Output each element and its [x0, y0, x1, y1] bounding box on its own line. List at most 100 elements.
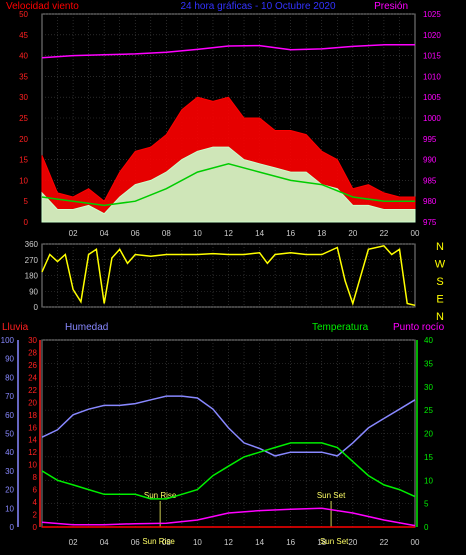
- x-tick-label: 00: [411, 229, 420, 238]
- y-left-tick-label: 0: [34, 303, 39, 312]
- y-temperature-tick-label: 35: [424, 359, 433, 368]
- x-tick-label: 08: [162, 538, 171, 547]
- x-tick-label: 22: [379, 538, 388, 547]
- y-rain-tick-label: 26: [28, 361, 37, 370]
- y-temperature-tick-label: 5: [424, 500, 429, 509]
- x-tick-label: 16: [286, 538, 295, 547]
- y-humidity-tick-label: 20: [5, 486, 14, 495]
- y-right-tick-label: 1005: [423, 93, 441, 102]
- y-right-tick-label: 985: [423, 176, 437, 185]
- y-left-tick-label: 360: [25, 240, 39, 249]
- y-left-tick-label: 30: [19, 93, 28, 102]
- x-tick-label: 22: [379, 229, 388, 238]
- y-rain-tick-label: 4: [33, 498, 38, 507]
- y-temperature-tick-label: 15: [424, 453, 433, 462]
- y-temperature-tick-label: 25: [424, 406, 433, 415]
- y-humidity-tick-label: 30: [5, 467, 14, 476]
- y-rain-tick-label: 12: [28, 448, 37, 457]
- y-right-tick-label: W: [435, 259, 446, 271]
- y-rain-tick-label: 16: [28, 423, 37, 432]
- y-right-tick-label: 1010: [423, 72, 441, 81]
- series-dewpoint-line: [41, 507, 416, 527]
- y-rain-tick-label: 2: [33, 511, 38, 520]
- x-tick-label: 06: [131, 538, 140, 547]
- y-humidity-tick-label: 100: [1, 336, 15, 345]
- x-tick-label: 12: [224, 538, 233, 547]
- y-rain-tick-label: 24: [28, 373, 37, 382]
- y-rain-tick-label: 28: [28, 348, 37, 357]
- y-right-tick-label: 1000: [423, 114, 441, 123]
- x-tick-label: 20: [348, 538, 357, 547]
- series-speed-area: [41, 146, 416, 223]
- y-left-tick-label: 35: [19, 72, 28, 81]
- y-rain-tick-label: 14: [28, 436, 37, 445]
- y-rain-tick-label: 20: [28, 398, 37, 407]
- chart-title: 24 hora gráficas - 10 Octubre 2020: [180, 1, 336, 12]
- y-humidity-tick-label: 80: [5, 373, 14, 382]
- y-rain-tick-label: 30: [28, 336, 37, 345]
- y-rain-tick-label: 18: [28, 411, 37, 420]
- sun-annotation: Sun Rise: [142, 537, 175, 546]
- y-right-tick-label: N: [436, 241, 444, 253]
- y-left-tick-label: 20: [19, 135, 28, 144]
- series-average-line: [41, 163, 415, 207]
- y-temperature-tick-label: 10: [424, 476, 433, 485]
- wind-pressure-chart: 0510152025303540455097598098599099510001…: [6, 1, 441, 238]
- x-tick-label: 08: [162, 229, 171, 238]
- temperature-label: Temperatura: [312, 322, 369, 333]
- y-left-tick-label: 15: [19, 156, 28, 165]
- x-tick-label: 20: [348, 229, 357, 238]
- humidity-label: Humedad: [65, 322, 108, 333]
- temperature-humidity-chart: 0102030405060708090100024681012141618202…: [1, 322, 445, 547]
- y-temperature-tick-label: 20: [424, 430, 433, 439]
- y-right-tick-label: N: [436, 311, 444, 323]
- y-right-tick-label: 1015: [423, 52, 441, 61]
- y-humidity-tick-label: 10: [5, 504, 14, 513]
- left-axis-label: Velocidad viento: [6, 1, 79, 12]
- x-tick-label: 00: [411, 538, 420, 547]
- series-temperature-line: [41, 442, 416, 500]
- y-right-tick-label: E: [436, 294, 443, 306]
- y-humidity-tick-label: 40: [5, 448, 14, 457]
- y-rain-tick-label: 10: [28, 461, 37, 470]
- y-rain-tick-label: 6: [33, 486, 38, 495]
- y-left-tick-label: 270: [25, 256, 39, 265]
- sun-annotation: Sun Set: [317, 491, 346, 500]
- x-tick-label: 18: [317, 229, 326, 238]
- series-humidity-line: [41, 395, 416, 457]
- x-tick-label: 02: [69, 229, 78, 238]
- y-left-tick-label: 10: [19, 176, 28, 185]
- y-humidity-tick-label: 90: [5, 355, 14, 364]
- x-tick-label: 10: [193, 229, 202, 238]
- y-right-tick-label: 1020: [423, 31, 441, 40]
- x-tick-label: 06: [131, 229, 140, 238]
- y-right-tick-label: S: [436, 276, 443, 288]
- y-right-tick-label: 975: [423, 218, 437, 227]
- x-tick-label: 14: [255, 229, 264, 238]
- y-left-tick-label: 5: [24, 197, 29, 206]
- y-left-tick-label: 45: [19, 31, 28, 40]
- y-right-tick-label: 990: [423, 156, 437, 165]
- x-tick-label: 16: [286, 229, 295, 238]
- series-wind-direction-line: [41, 244, 416, 307]
- y-right-tick-label: 995: [423, 135, 437, 144]
- x-tick-label: 02: [69, 538, 78, 547]
- x-tick-label: 10: [193, 538, 202, 547]
- right-axis-label: Presión: [374, 1, 408, 12]
- y-left-tick-label: 25: [19, 114, 28, 123]
- y-left-tick-label: 0: [24, 218, 29, 227]
- x-tick-label: 14: [255, 538, 264, 547]
- y-humidity-tick-label: 0: [10, 523, 15, 532]
- dewpoint-label: Punto rocío: [393, 322, 445, 333]
- rain-label: Lluvia: [2, 322, 29, 333]
- y-temperature-tick-label: 0: [424, 523, 429, 532]
- x-tick-label: 12: [224, 229, 233, 238]
- y-temperature-tick-label: 30: [424, 383, 433, 392]
- series-pressure-line: [41, 44, 415, 59]
- y-left-tick-label: 40: [19, 52, 28, 61]
- y-left-tick-label: 180: [25, 272, 39, 281]
- sun-annotation: Sun Set: [320, 537, 349, 546]
- y-rain-tick-label: 22: [28, 386, 37, 395]
